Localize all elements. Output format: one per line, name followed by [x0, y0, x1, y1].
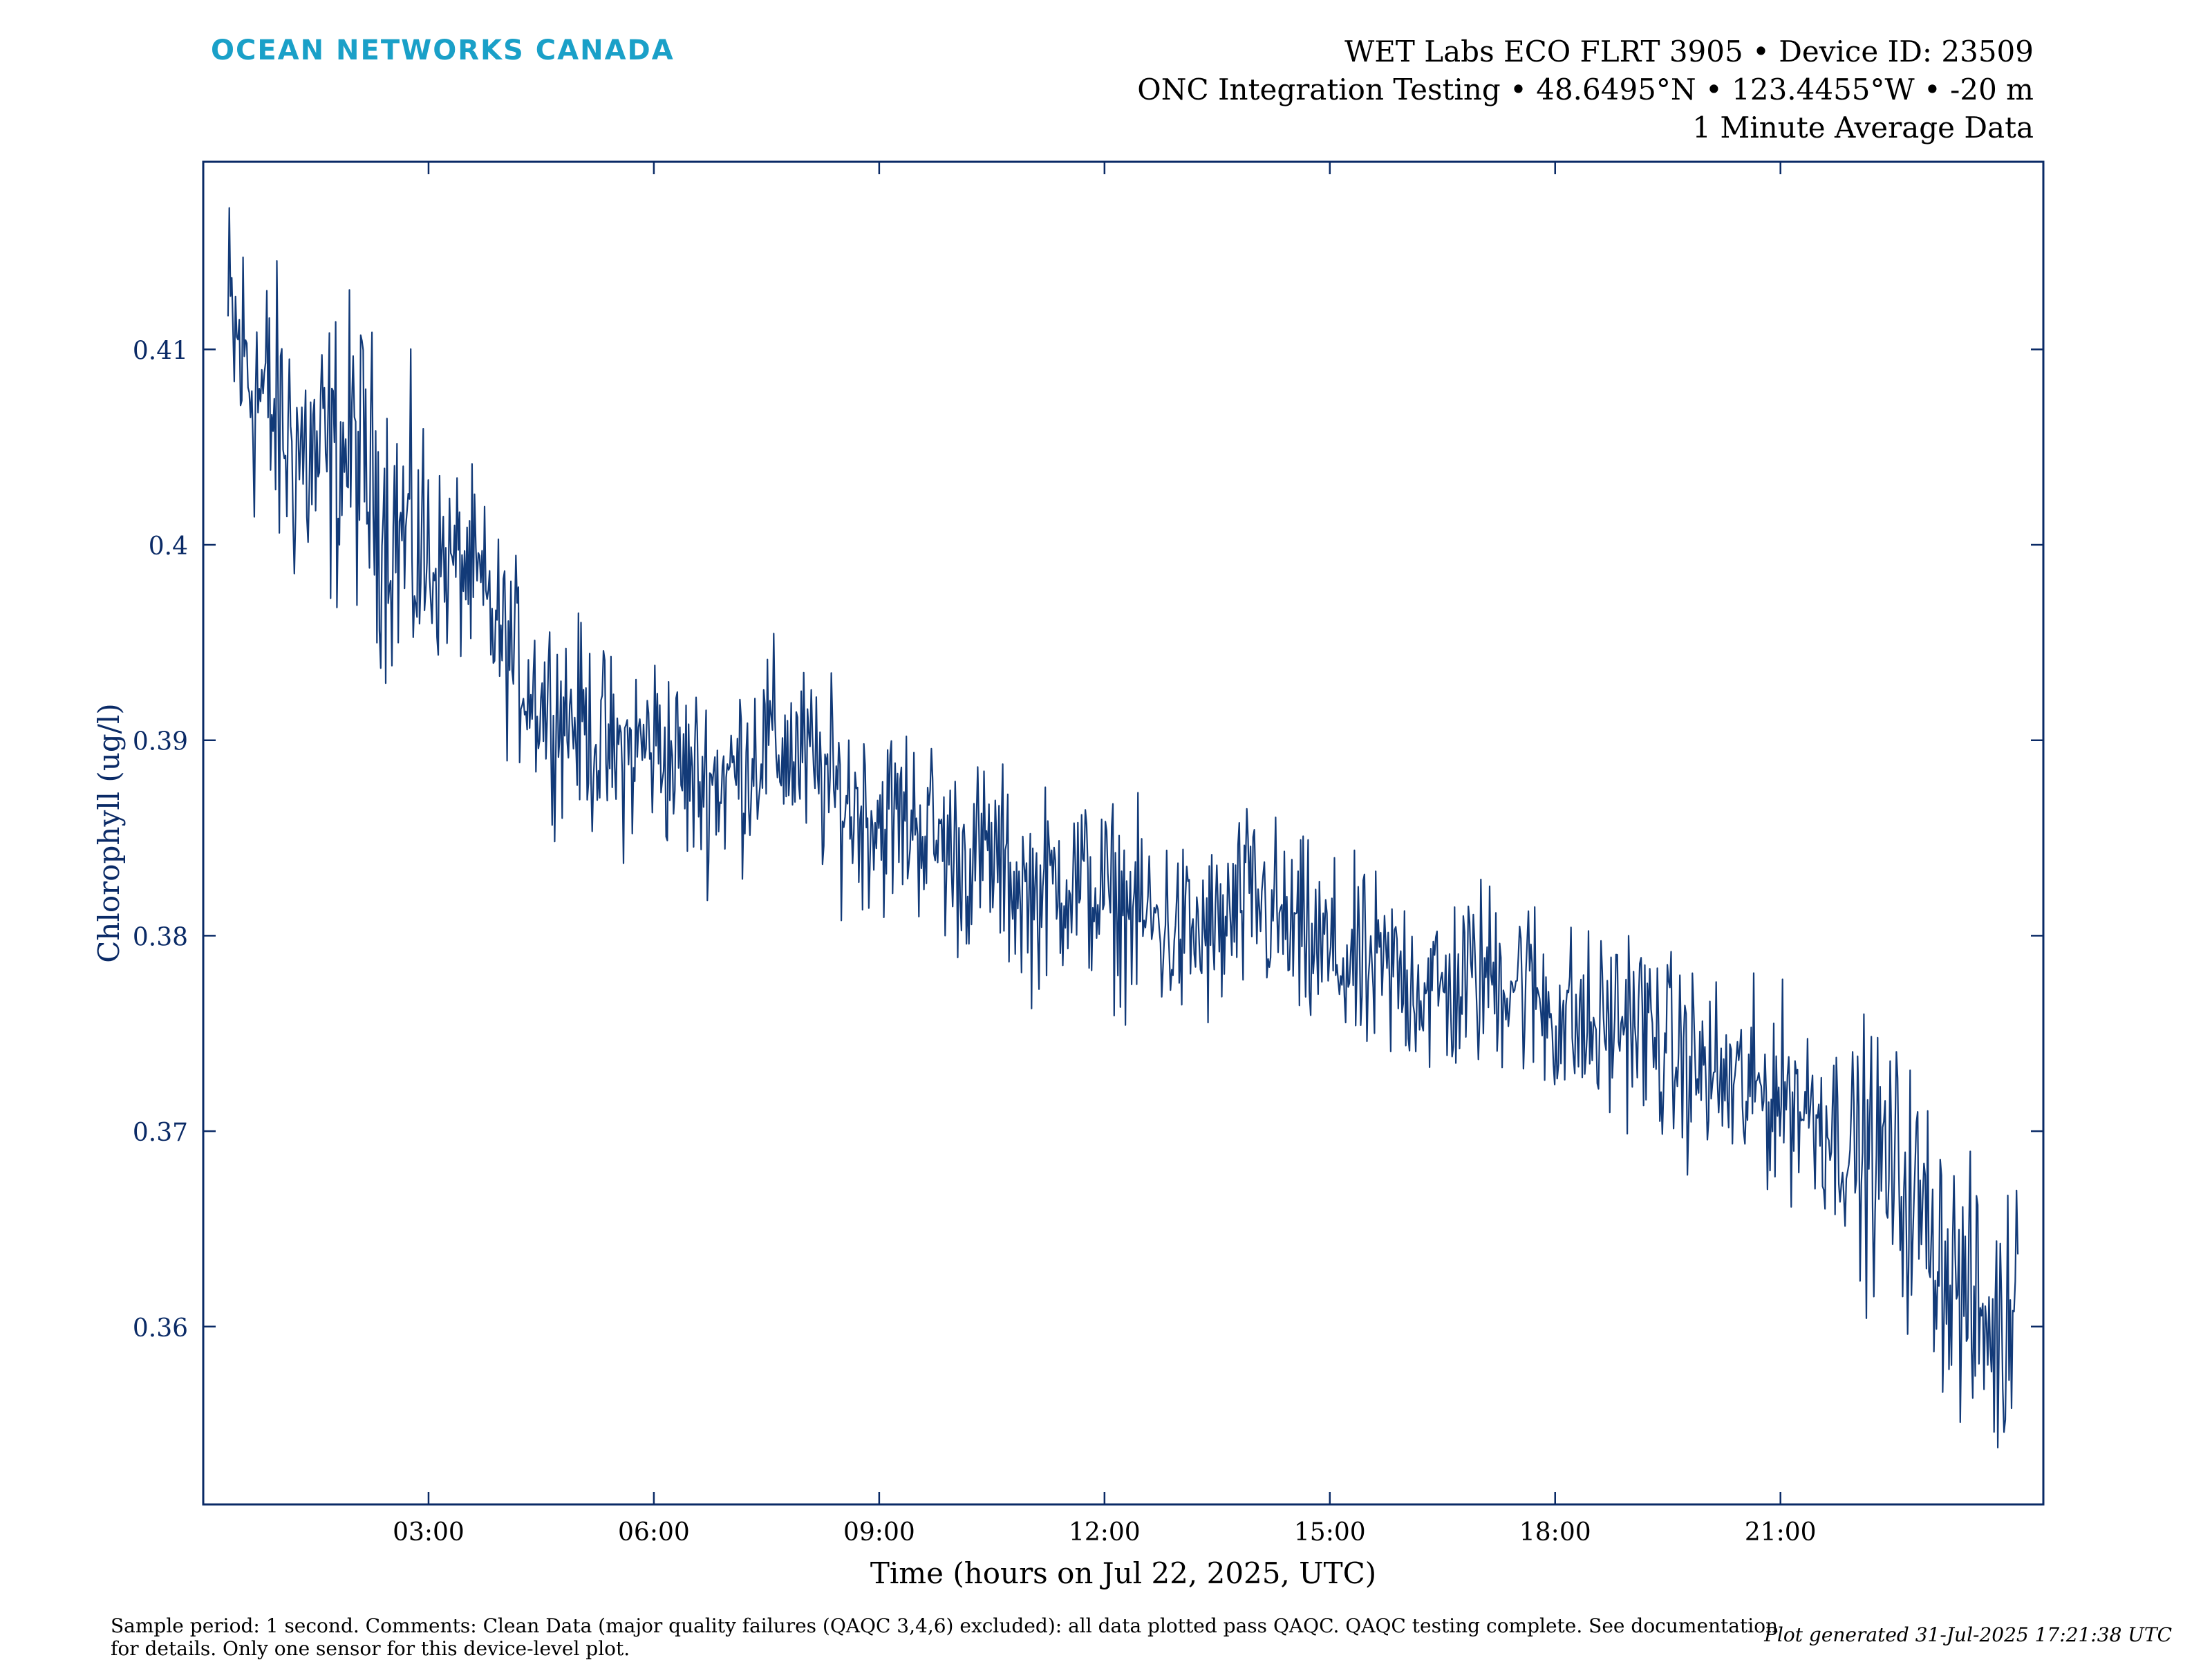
x-axis-label: Time (hours on Jul 22, 2025, UTC) [870, 1556, 1376, 1590]
x-tick-label: 12:00 [1069, 1518, 1141, 1547]
x-tick-label: 18:00 [1519, 1518, 1591, 1547]
x-tick-label: 21:00 [1745, 1518, 1817, 1547]
header-device-line: WET Labs ECO FLRT 3905 • Device ID: 2350… [1344, 35, 2034, 68]
x-tick-label: 09:00 [843, 1518, 915, 1547]
y-tick-label: 0.36 [133, 1314, 188, 1343]
footer-comments: Sample period: 1 second. Comments: Clean… [111, 1614, 1779, 1660]
x-tick-label: 06:00 [618, 1518, 690, 1547]
x-tick-label: 03:00 [393, 1518, 465, 1547]
header-data-type-line: 1 Minute Average Data [1692, 111, 2034, 144]
y-axis-label: Chlorophyll (ug/l) [92, 703, 126, 962]
y-tick-label: 0.41 [133, 337, 188, 365]
y-tick-label: 0.39 [133, 728, 188, 756]
y-axis-ticks: 0.36 0.37 0.38 0.39 0.4 0.41 [133, 337, 2043, 1343]
x-axis-ticks: 03:00 06:00 09:00 12:00 15:00 18:00 21:00 [393, 162, 1817, 1547]
x-tick-label: 15:00 [1294, 1518, 1366, 1547]
chlorophyll-series-line [227, 207, 2019, 1448]
y-tick-label: 0.37 [133, 1119, 188, 1147]
y-tick-label: 0.38 [133, 923, 188, 951]
plot-generated-timestamp: Plot generated 31-Jul-2025 17:21:38 UTC [1764, 1623, 2172, 1646]
header-location-line: ONC Integration Testing • 48.6495°N • 12… [1137, 73, 2034, 106]
y-tick-label: 0.4 [149, 532, 188, 561]
brand-logo-text: OCEAN NETWORKS CANADA [211, 35, 675, 66]
plot-frame [202, 160, 2045, 1506]
